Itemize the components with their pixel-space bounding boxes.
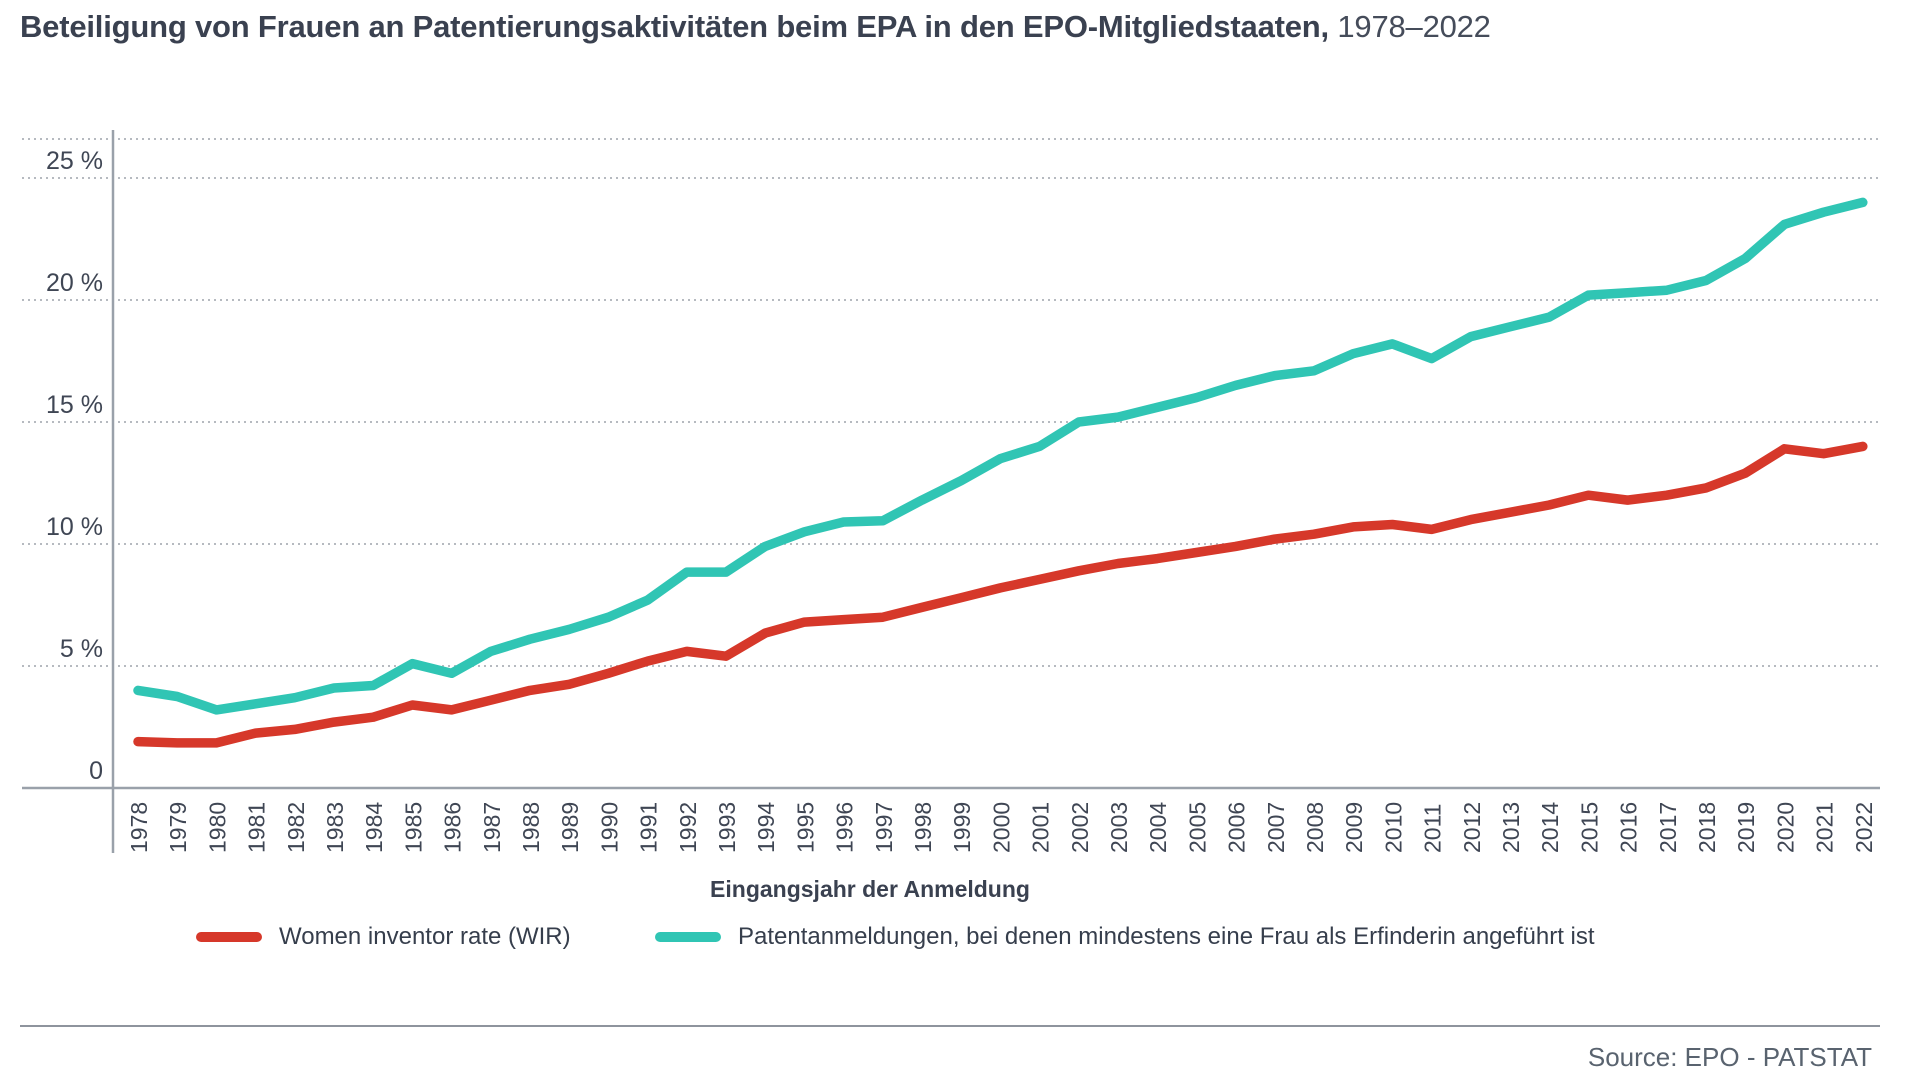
svg-text:2018: 2018 (1694, 802, 1720, 853)
svg-text:2010: 2010 (1380, 802, 1406, 853)
svg-text:1983: 1983 (322, 802, 348, 853)
svg-text:2007: 2007 (1263, 802, 1289, 853)
svg-text:1991: 1991 (636, 802, 662, 853)
svg-text:2003: 2003 (1106, 802, 1132, 853)
svg-text:1986: 1986 (440, 802, 466, 853)
svg-text:20 %: 20 % (46, 269, 103, 297)
svg-text:1993: 1993 (714, 802, 740, 853)
legend-item-applications: Patentanmeldungen, bei denen mindestens … (655, 922, 1595, 952)
source-note: Source: EPO - PATSTAT (1587, 1042, 1872, 1072)
svg-text:2009: 2009 (1341, 802, 1367, 853)
svg-text:2015: 2015 (1576, 802, 1602, 853)
wir-line-swatch (196, 932, 262, 942)
applications-line-swatch (655, 932, 721, 942)
legend: Women inventor rate (WIR) Patentanmeldun… (0, 922, 1920, 952)
svg-text:2014: 2014 (1537, 802, 1563, 853)
svg-text:1996: 1996 (832, 802, 858, 853)
svg-text:1978: 1978 (126, 802, 152, 853)
svg-text:25 %: 25 % (46, 147, 103, 175)
svg-text:1992: 1992 (675, 802, 701, 853)
svg-text:2006: 2006 (1224, 802, 1250, 853)
svg-text:2019: 2019 (1733, 802, 1759, 853)
legend-label-applications: Patentanmeldungen, bei denen mindestens … (738, 923, 1595, 950)
svg-text:1990: 1990 (596, 802, 622, 853)
legend-item-wir: Women inventor rate (WIR) (196, 922, 571, 952)
svg-text:1980: 1980 (204, 802, 230, 853)
footer-separator (20, 1025, 1880, 1027)
svg-text:1999: 1999 (949, 802, 975, 853)
svg-text:2004: 2004 (1145, 802, 1171, 853)
svg-text:2005: 2005 (1184, 802, 1210, 853)
svg-text:1982: 1982 (283, 802, 309, 853)
svg-text:1989: 1989 (557, 802, 583, 853)
svg-text:1987: 1987 (479, 802, 505, 853)
svg-text:1981: 1981 (244, 802, 270, 853)
svg-text:15 %: 15 % (46, 391, 103, 419)
svg-text:10 %: 10 % (46, 513, 103, 541)
svg-text:2021: 2021 (1812, 802, 1838, 853)
svg-text:2020: 2020 (1772, 802, 1798, 853)
svg-text:2011: 2011 (1420, 804, 1446, 853)
svg-text:2008: 2008 (1302, 802, 1328, 853)
svg-text:2016: 2016 (1616, 802, 1642, 853)
svg-text:2001: 2001 (1028, 802, 1054, 853)
svg-text:1988: 1988 (518, 802, 544, 853)
chart-title-period: 1978–2022 (1337, 9, 1491, 44)
svg-text:2022: 2022 (1851, 802, 1877, 853)
svg-text:2012: 2012 (1459, 802, 1485, 853)
svg-text:1979: 1979 (165, 802, 191, 853)
svg-text:1985: 1985 (400, 802, 426, 853)
svg-text:5 %: 5 % (60, 635, 103, 663)
svg-text:2013: 2013 (1498, 802, 1524, 853)
svg-text:1995: 1995 (792, 802, 818, 853)
svg-text:1994: 1994 (753, 802, 779, 853)
svg-text:1998: 1998 (910, 802, 936, 853)
svg-text:2017: 2017 (1655, 802, 1681, 853)
svg-text:2000: 2000 (988, 802, 1014, 853)
svg-text:1997: 1997 (871, 802, 897, 853)
chart-title: Beteiligung von Frauen an Patentierungsa… (20, 8, 1910, 46)
chart-title-main: Beteiligung von Frauen an Patentierungsa… (20, 9, 1329, 44)
svg-text:2002: 2002 (1067, 802, 1093, 853)
x-axis-title: Eingangsjahr der Anmeldung (710, 876, 1030, 902)
legend-label-wir: Women inventor rate (WIR) (279, 923, 571, 950)
svg-text:1984: 1984 (361, 802, 387, 853)
svg-text:0: 0 (89, 757, 103, 785)
